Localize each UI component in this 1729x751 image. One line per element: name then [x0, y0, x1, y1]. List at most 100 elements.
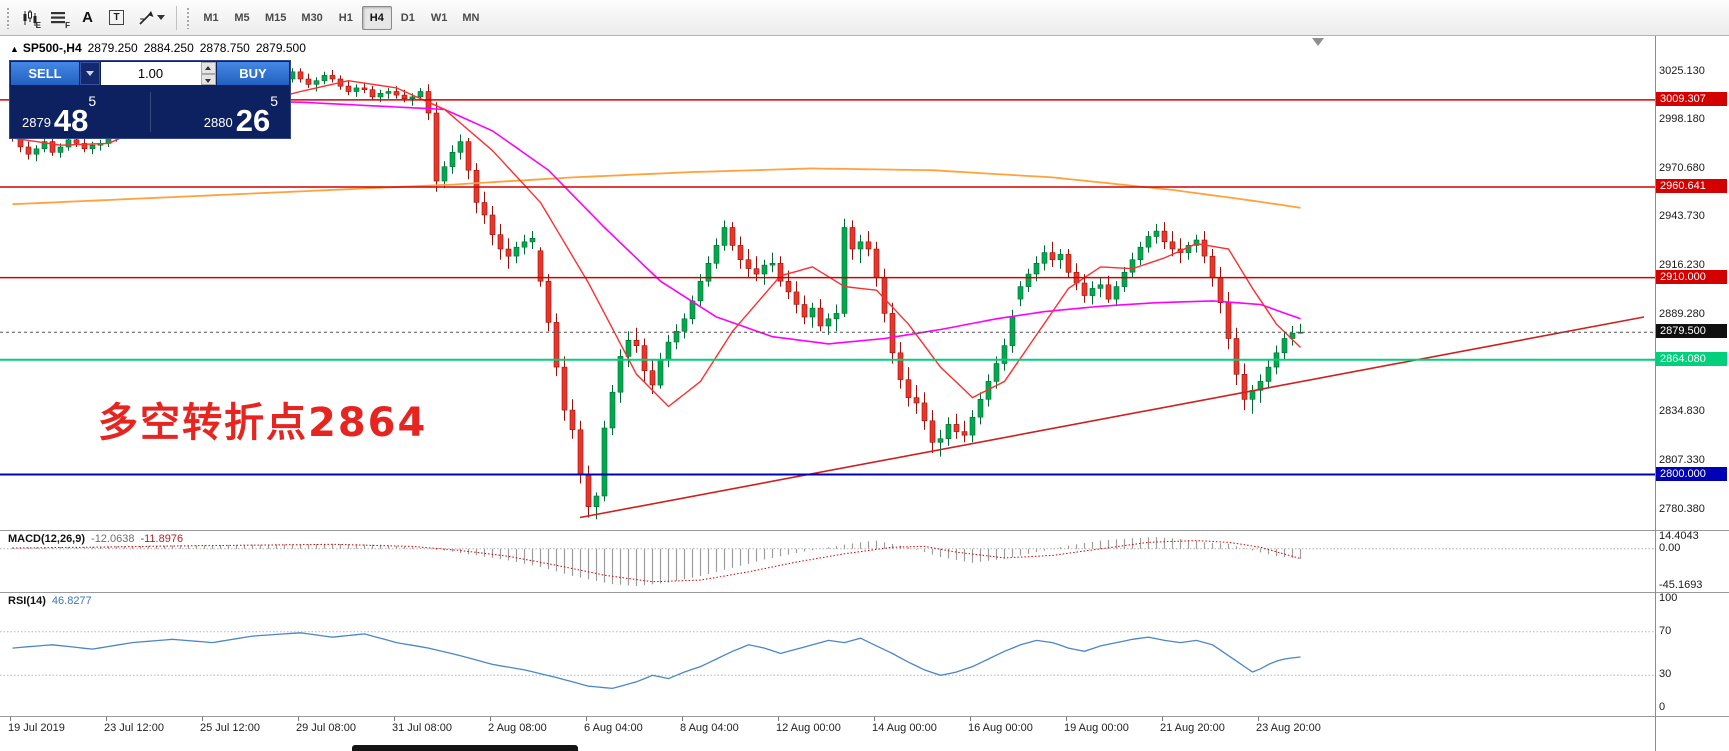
time-tick — [1258, 717, 1259, 721]
template-sub-label: E — [35, 21, 41, 30]
toolbar-drag-handle[interactable] — [186, 6, 191, 29]
symbol-name: SP500-,H4 — [22, 41, 82, 55]
price-level-label: 2960.641 — [1656, 178, 1727, 193]
time-axis-label: 21 Aug 20:00 — [1160, 722, 1225, 734]
price-tick-label: 3025.130 — [1659, 64, 1705, 77]
timeframe-button-m30[interactable]: M30 — [294, 6, 329, 30]
time-axis-label: 29 Jul 08:00 — [296, 722, 356, 734]
rsi-label: RSI(14) 46.8277 — [8, 595, 92, 607]
time-tick — [490, 717, 491, 721]
price-tick-label: 2943.730 — [1659, 210, 1705, 223]
rsi-name: RSI(14) — [8, 595, 46, 607]
time-axis-label: 2 Aug 08:00 — [488, 722, 547, 734]
time-tick — [682, 717, 683, 721]
time-axis-label: 25 Jul 12:00 — [200, 722, 260, 734]
macd-value-signal: -11.8976 — [140, 533, 184, 545]
chevron-down-icon — [86, 71, 94, 76]
sell-price-prefix: 2879 — [22, 115, 51, 130]
timeframe-button-w1[interactable]: W1 — [424, 6, 455, 30]
toolbar-drag-handle[interactable] — [6, 6, 11, 29]
price-axis[interactable]: 3025.130 2998.180 2970.680 2943.730 2916.230… — [1656, 0, 1729, 751]
chart-shift-marker[interactable] — [1312, 38, 1324, 46]
close-value: 2879.500 — [255, 41, 306, 55]
time-axis-label: 6 Aug 04:00 — [584, 722, 643, 734]
price-tick-label: 2998.180 — [1659, 112, 1705, 125]
text-tool-icon: A — [82, 9, 93, 26]
volume-up-button[interactable] — [201, 62, 216, 74]
sell-button[interactable]: SELL — [11, 62, 79, 85]
price-level-label: 2864.080 — [1656, 351, 1727, 366]
price-tick-label: 2916.230 — [1659, 259, 1705, 272]
sell-price[interactable]: 2879 48 5 — [22, 92, 97, 138]
one-click-panel-toggle[interactable]: ▲ — [10, 44, 19, 54]
textbox-tool-icon: T — [109, 10, 124, 25]
time-axis-label: 19 Aug 00:00 — [1064, 722, 1129, 734]
time-tick — [586, 717, 587, 721]
macd-label: MACD(12,26,9) -12.0638 -11.8976 — [8, 533, 183, 545]
price-tick-label: 2807.330 — [1659, 454, 1705, 467]
time-tick — [106, 717, 107, 721]
volume-input[interactable] — [101, 62, 216, 85]
time-tick — [778, 717, 779, 721]
timeframe-button-m15[interactable]: M15 — [258, 6, 293, 30]
template-sub-label: F — [65, 21, 70, 30]
sell-price-fraction: 5 — [88, 93, 97, 109]
time-axis-label: 23 Jul 12:00 — [104, 722, 164, 734]
panel-separator[interactable] — [0, 592, 1729, 593]
time-tick — [970, 717, 971, 721]
chevron-down-icon — [205, 78, 211, 83]
drawing-tools-button[interactable] — [132, 4, 170, 31]
timeframe-button-d1[interactable]: D1 — [393, 6, 423, 30]
chevron-up-icon — [205, 66, 211, 70]
price-tick-label: 2780.380 — [1659, 502, 1705, 515]
insert-text-button[interactable]: A — [74, 4, 101, 31]
macd-name: MACD(12,26,9) — [8, 533, 86, 545]
order-type-dropdown[interactable] — [80, 62, 100, 85]
price-tick-label: 2970.680 — [1659, 162, 1705, 175]
panel-separator[interactable] — [0, 530, 1729, 531]
price-level-label: 2800.000 — [1656, 466, 1727, 481]
time-axis[interactable]: 19 Jul 2019 23 Jul 12:00 25 Jul 12:00 29 Ju… — [0, 717, 1655, 745]
text-label-button[interactable]: T — [103, 4, 130, 31]
panel-separator — [0, 716, 1729, 717]
volume-down-button[interactable] — [201, 73, 216, 85]
timeframe-button-mn[interactable]: MN — [455, 6, 486, 30]
time-tick — [1162, 717, 1163, 721]
time-tick — [10, 717, 11, 721]
current-price-label: 2879.500 — [1656, 324, 1727, 339]
time-tick — [202, 717, 203, 721]
candlestick-icon — [23, 9, 36, 26]
macd-value-main: -12.0638 — [91, 533, 135, 545]
time-axis-label: 8 Aug 04:00 — [680, 722, 739, 734]
main-chart-canvas[interactable] — [0, 36, 1655, 531]
macd-canvas[interactable] — [0, 531, 1655, 592]
time-tick — [1066, 717, 1067, 721]
sell-price-pips: 48 — [53, 102, 89, 138]
time-tick — [298, 717, 299, 721]
price-level-label: 3009.307 — [1656, 91, 1727, 106]
buy-price-fraction: 5 — [270, 93, 278, 109]
bid-ask-display: 2879 48 5 2880 26 5 — [10, 86, 290, 138]
time-axis-label: 12 Aug 00:00 — [776, 722, 841, 734]
buy-price-prefix: 2880 — [203, 115, 233, 130]
timeframe-button-h4[interactable]: H4 — [361, 5, 392, 30]
timeframe-button-h1[interactable]: H1 — [331, 6, 361, 30]
rsi-scale-label: 30 — [1659, 668, 1672, 681]
grid-template-button[interactable]: F — [45, 4, 72, 31]
rsi-canvas[interactable] — [0, 593, 1655, 716]
time-axis-label: 31 Jul 08:00 — [392, 722, 452, 734]
macd-scale-label: 0.00 — [1659, 541, 1681, 554]
buy-button[interactable]: BUY — [217, 62, 289, 85]
buy-price[interactable]: 2880 26 5 — [203, 92, 278, 136]
time-axis-label: 23 Aug 20:00 — [1256, 722, 1321, 734]
timeframe-button-m1[interactable]: M1 — [196, 6, 226, 30]
time-axis-label: 16 Aug 00:00 — [968, 722, 1033, 734]
rsi-scale-label: 100 — [1659, 592, 1678, 604]
timeframe-button-m5[interactable]: M5 — [227, 6, 257, 30]
time-axis-label: 14 Aug 00:00 — [872, 722, 937, 734]
candlestick-template-button[interactable]: E — [16, 4, 43, 31]
low-value: 2878.750 — [199, 41, 250, 55]
volume-stepper — [201, 62, 216, 85]
price-tick-label: 2834.830 — [1659, 405, 1705, 418]
